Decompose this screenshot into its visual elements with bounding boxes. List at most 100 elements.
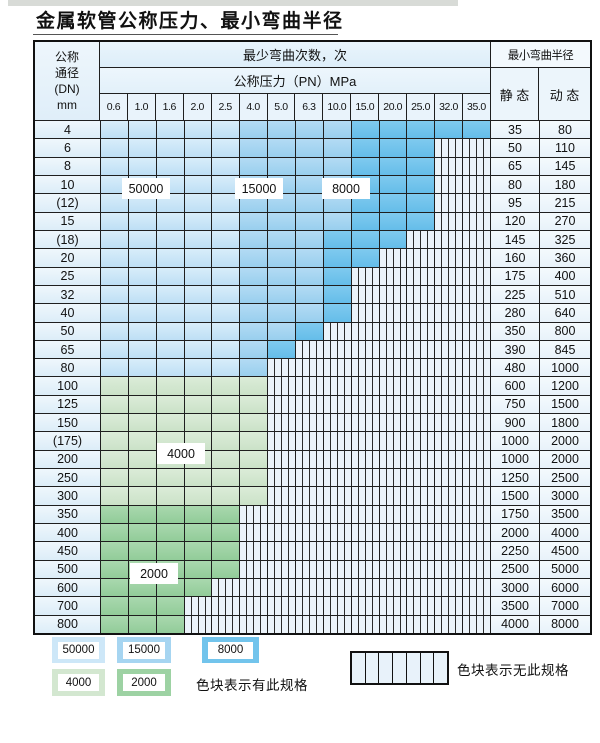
dn-label: 50 xyxy=(35,322,100,340)
no-spec-striped-cell xyxy=(268,560,295,579)
spec-cell-4000 xyxy=(128,469,156,487)
dynamic-radius-value: 400 xyxy=(540,267,590,285)
spec-cell-50000 xyxy=(184,194,212,212)
spec-cell-4000 xyxy=(240,450,268,469)
no-spec-striped-cell xyxy=(351,450,379,469)
dn-label: 40 xyxy=(35,304,100,322)
no-spec-striped-cell xyxy=(407,542,435,560)
spec-cell-15000 xyxy=(268,157,295,175)
spec-cell-50000 xyxy=(212,359,240,377)
no-spec-striped-cell xyxy=(435,340,463,359)
no-spec-striped-cell xyxy=(407,469,435,487)
spec-cell-4000 xyxy=(184,469,212,487)
no-spec-striped-cell xyxy=(379,560,407,579)
scan-artifact-strip xyxy=(8,0,458,6)
spec-cell-15000 xyxy=(268,139,295,157)
pressure-header-cell: 2.5 xyxy=(211,94,240,120)
spec-cell-4000 xyxy=(156,414,184,432)
static-radius-value: 2000 xyxy=(491,524,539,542)
spec-cell-8000 xyxy=(323,230,351,249)
spec-cell-2000 xyxy=(212,524,240,542)
no-spec-striped-cell xyxy=(296,359,323,377)
no-spec-striped-cell xyxy=(323,542,351,560)
spec-cell-50000 xyxy=(212,121,240,139)
dynamic-radius-value: 2000 xyxy=(540,450,590,469)
spec-cell-50000 xyxy=(101,285,128,304)
spec-cell-50000 xyxy=(156,157,184,175)
no-spec-striped-cell xyxy=(463,249,490,267)
pressure-header-cell: 15.0 xyxy=(351,94,380,120)
spec-cell-50000 xyxy=(156,212,184,230)
static-radius-value: 35 xyxy=(491,121,539,139)
spec-cell-8000 xyxy=(351,249,379,267)
spec-cell-50000 xyxy=(212,157,240,175)
spec-cell-2000 xyxy=(156,597,184,615)
title-underline xyxy=(33,34,338,35)
spec-cell-50000 xyxy=(184,322,212,340)
spec-cell-50000 xyxy=(128,285,156,304)
no-spec-striped-cell xyxy=(463,175,490,194)
header-pressure-values: 0.6 1.0 1.6 2.0 2.5 4.0 5.0 6.3 10.0 15.0 20.0 25.0… xyxy=(100,94,490,120)
dn-label: 125 xyxy=(35,395,100,414)
no-spec-striped-cell xyxy=(463,560,490,579)
spec-cell-50000 xyxy=(184,175,212,194)
no-spec-striped-cell xyxy=(323,450,351,469)
spec-cell-15000 xyxy=(268,249,295,267)
no-spec-striped-cell xyxy=(379,615,407,633)
static-radius-value: 1000 xyxy=(491,432,539,450)
striped-sample-cell xyxy=(379,653,394,683)
page-title: 金属软管公称压力、最小弯曲半径 xyxy=(36,10,344,32)
no-spec-striped-cell xyxy=(268,395,295,414)
dynamic-radius-value: 8000 xyxy=(540,615,590,633)
spec-cell-15000 xyxy=(268,322,295,340)
spec-cell-4000 xyxy=(101,432,128,450)
no-spec-striped-cell xyxy=(463,487,490,505)
spec-cell-15000 xyxy=(323,121,351,139)
spec-cell-50000 xyxy=(128,322,156,340)
spec-cell-50000 xyxy=(212,175,240,194)
no-spec-striped-cell xyxy=(407,267,435,285)
no-spec-striped-cell xyxy=(435,212,463,230)
spec-cell-50000 xyxy=(212,340,240,359)
no-spec-striped-cell xyxy=(407,359,435,377)
no-spec-striped-cell xyxy=(379,414,407,432)
spec-cell-50000 xyxy=(101,267,128,285)
spec-cell-8000 xyxy=(323,304,351,322)
spec-cell-50000 xyxy=(184,249,212,267)
spec-cell-4000 xyxy=(184,414,212,432)
pressure-header-cell: 2.0 xyxy=(183,94,212,120)
no-spec-striped-cell xyxy=(268,597,295,615)
no-spec-striped-cell xyxy=(351,487,379,505)
spec-cell-50000 xyxy=(184,139,212,157)
legend-block-4000: 4000 xyxy=(52,669,105,696)
spec-cell-50000 xyxy=(156,267,184,285)
spec-cell-2000 xyxy=(128,505,156,524)
static-radius-value: 1250 xyxy=(491,469,539,487)
dn-line-4: mm xyxy=(57,98,77,113)
no-spec-striped-cell xyxy=(296,487,323,505)
dn-label: 4 xyxy=(35,121,100,139)
spec-cell-2000 xyxy=(212,560,240,579)
spec-cell-2000 xyxy=(128,597,156,615)
no-spec-striped-cell xyxy=(463,524,490,542)
no-spec-striped-cell xyxy=(296,469,323,487)
no-spec-striped-cell xyxy=(435,505,463,524)
no-spec-striped-cell xyxy=(379,395,407,414)
spec-cell-4000 xyxy=(240,395,268,414)
spec-cell-50000 xyxy=(128,157,156,175)
no-spec-striped-cell xyxy=(351,322,379,340)
legend-block-8000: 8000 xyxy=(202,637,259,663)
dn-line-3: (DN) xyxy=(54,82,80,96)
spec-cell-50000 xyxy=(184,340,212,359)
legend-block-value: 2000 xyxy=(122,674,166,691)
no-spec-striped-cell xyxy=(351,285,379,304)
static-radius-value: 65 xyxy=(491,157,539,175)
no-spec-striped-cell xyxy=(407,450,435,469)
spec-cell-8000 xyxy=(296,322,323,340)
pressure-header-cell: 4.0 xyxy=(239,94,268,120)
no-spec-striped-cell xyxy=(463,359,490,377)
no-spec-striped-cell xyxy=(435,359,463,377)
dynamic-radius-value: 110 xyxy=(540,139,590,157)
no-spec-striped-cell xyxy=(407,487,435,505)
no-spec-striped-cell xyxy=(323,414,351,432)
